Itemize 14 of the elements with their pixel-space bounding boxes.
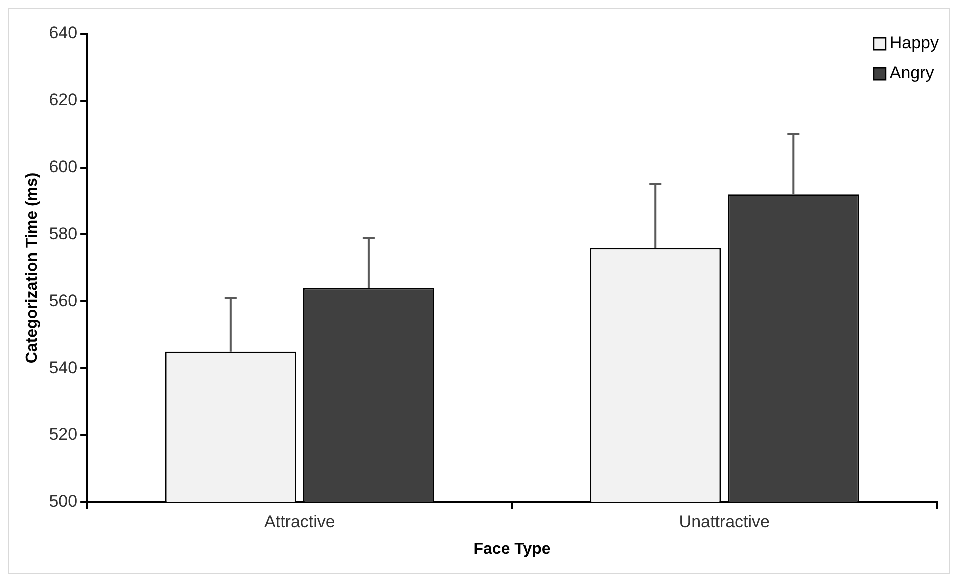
y-tick-label: 500	[49, 492, 78, 512]
y-tick-label: 540	[49, 358, 78, 378]
y-tick-label: 620	[49, 90, 78, 110]
legend-label: Happy	[890, 34, 940, 53]
x-tick-label: Unattractive	[679, 512, 770, 532]
y-tick-label: 600	[49, 158, 78, 177]
x-tick-label: Attractive	[264, 512, 336, 532]
legend-label: Angry	[890, 64, 935, 83]
y-tick-label: 640	[49, 24, 78, 43]
y-tick-label: 580	[49, 224, 78, 244]
y-tick-label: 520	[49, 425, 78, 444]
y-axis-title: Categorization Time (ms)	[24, 172, 42, 364]
x-axis-title: Face Type	[474, 540, 551, 558]
y-tick-label: 560	[49, 291, 78, 310]
